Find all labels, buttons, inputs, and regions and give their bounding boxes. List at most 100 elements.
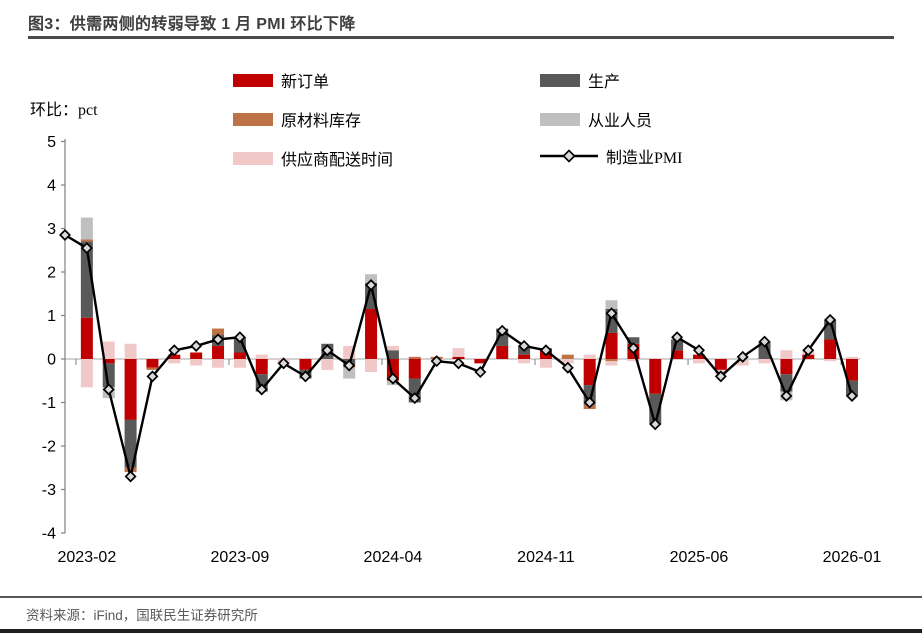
pmi-marker (474, 366, 487, 379)
pmi-line-marker-icon (540, 149, 598, 163)
legend-item-employees: 从业人员 (540, 107, 652, 131)
bar-segment (583, 359, 596, 386)
pmi-marker (802, 344, 815, 357)
bar-segment (102, 341, 115, 359)
page-bottom-rule (0, 629, 922, 633)
pmi-marker (430, 355, 443, 368)
pmi-marker (605, 307, 618, 320)
pmi-marker (649, 418, 662, 431)
svg-text:2023-02: 2023-02 (58, 549, 117, 566)
supplier-delivery-swatch (233, 151, 273, 165)
pmi-marker (146, 370, 159, 383)
pmi-marker (496, 324, 509, 337)
pmi-marker (343, 359, 356, 372)
bar-segment (124, 359, 137, 420)
bar-segment (627, 359, 640, 362)
pmi-marker (627, 342, 640, 355)
pmi-marker (299, 370, 312, 383)
pmi-marker (824, 313, 837, 326)
bar-segment (802, 354, 815, 359)
bar-segment (561, 354, 574, 359)
bar-segment (605, 332, 618, 359)
svg-text:-2: -2 (42, 439, 56, 456)
legend-item-raw-material-inventory: 原材料库存 (233, 107, 361, 131)
bar-segment (649, 359, 662, 394)
svg-text:4: 4 (47, 178, 56, 195)
bar-segment (408, 356, 421, 359)
bar-segment (605, 359, 618, 362)
bar-segment (233, 352, 246, 359)
bar-segment (605, 361, 618, 366)
bar-segment (190, 359, 203, 366)
raw-material-swatch (233, 112, 273, 126)
pmi-marker (212, 333, 225, 346)
pmi-marker (102, 383, 115, 396)
bar-segment (212, 328, 225, 336)
pmi-marker (277, 357, 290, 370)
footer-divider (0, 596, 922, 598)
svg-text:2024-04: 2024-04 (364, 549, 423, 566)
bar-segment (80, 239, 93, 242)
bar-segment (561, 359, 574, 364)
svg-text:3: 3 (47, 221, 56, 238)
bar-segment (321, 359, 334, 370)
bar-segment (190, 352, 203, 359)
data-source-note: 资料来源：iFind，国联民生证券研究所 (26, 608, 258, 623)
bar-segment (671, 350, 684, 359)
figure-title: 图3：供需两侧的转弱导致 1 月 PMI 环比下降 (28, 16, 356, 33)
pmi-marker (168, 344, 181, 357)
bar-segment (452, 348, 465, 357)
bar-segment (212, 359, 225, 368)
pmi-marker (233, 331, 246, 344)
pmi-marker (58, 229, 72, 242)
bar-segment (168, 359, 181, 364)
y-axis-unit-label: 环比：pct (30, 102, 98, 119)
pmi-marker (80, 242, 93, 255)
bar-segment (365, 308, 378, 359)
legend-label: 供应商配送时间 (281, 152, 394, 169)
bar-segment (758, 359, 771, 364)
bar-segment (386, 345, 399, 351)
bar-segment (255, 354, 268, 359)
bar-segment (124, 419, 137, 468)
bar-segment (692, 354, 705, 359)
pmi-marker (583, 396, 596, 409)
bar-segment (714, 359, 727, 370)
svg-text:2025-06: 2025-06 (670, 549, 729, 566)
pmi-marker (539, 344, 552, 357)
bar-segment (386, 350, 399, 359)
bar-segment (474, 359, 487, 364)
bar-segment (518, 354, 531, 359)
title-underline (28, 36, 894, 39)
bar-segment (365, 359, 378, 373)
pmi-marker (780, 389, 793, 402)
pmi-marker (365, 279, 378, 292)
pmi-marker (714, 370, 727, 383)
bar-segment (780, 359, 793, 375)
pmi-marker (692, 344, 705, 357)
pmi-marker (386, 372, 399, 385)
svg-text:2026-01: 2026-01 (823, 549, 882, 566)
bar-segment (846, 356, 858, 359)
legend-label: 制造业PMI (606, 150, 683, 167)
bar-segment (824, 359, 837, 362)
svg-text:1: 1 (47, 308, 56, 325)
pmi-marker (845, 389, 859, 402)
bar-segment (671, 339, 684, 351)
production-swatch (540, 73, 580, 87)
bar-segment (518, 359, 531, 364)
legend-label: 原材料库存 (281, 113, 362, 130)
legend-item-production: 生产 (540, 68, 620, 92)
bar-segment (102, 359, 115, 364)
legend-item-manufacturing-pmi: 制造业PMI (540, 144, 682, 168)
legend-label: 从业人员 (588, 113, 653, 130)
new-orders-swatch (233, 73, 273, 87)
bar-segment (146, 359, 159, 368)
pmi-marker (408, 392, 421, 405)
bar-segment (146, 367, 159, 370)
pmi-marker (321, 344, 334, 357)
svg-text:-3: -3 (42, 482, 56, 499)
bar-segment (408, 359, 421, 379)
